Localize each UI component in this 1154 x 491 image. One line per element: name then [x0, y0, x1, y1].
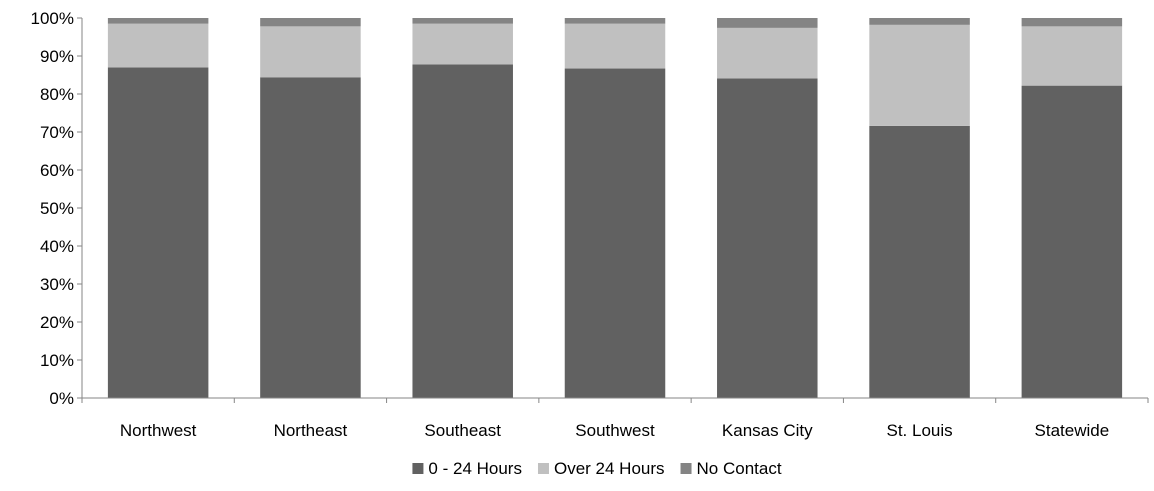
- bar-northwest-no-contact: [107, 18, 209, 24]
- legend-swatch: [680, 463, 692, 474]
- y-tick-label: 50%: [40, 199, 74, 218]
- x-category-label: Southwest: [575, 421, 655, 440]
- y-tick-label: 10%: [40, 351, 74, 370]
- y-tick-label: 0%: [49, 389, 74, 408]
- x-category-label: Kansas City: [722, 421, 813, 440]
- y-tick-label: 30%: [40, 275, 74, 294]
- y-tick-label: 40%: [40, 237, 74, 256]
- bar-st-louis-over-24-hours: [869, 24, 970, 126]
- y-tick-label: 60%: [40, 161, 74, 180]
- bar-kansas-city-0-24-hours: [717, 78, 818, 399]
- legend-swatch: [412, 463, 424, 474]
- y-tick-label: 20%: [40, 313, 74, 332]
- legend-swatch: [537, 463, 549, 474]
- bar-southwest-0-24-hours: [564, 68, 666, 398]
- bar-st-louis-0-24-hours: [869, 125, 970, 399]
- x-category-label: Southeast: [424, 421, 501, 440]
- legend-item-over-24-hours: Over 24 Hours: [537, 459, 665, 478]
- x-category-label: Statewide: [1035, 421, 1110, 440]
- legend-item-0-24-hours: 0 - 24 Hours: [412, 459, 522, 478]
- bars: [107, 18, 1123, 399]
- bar-statewide-no-contact: [1021, 18, 1123, 27]
- bar-northeast-no-contact: [260, 18, 361, 27]
- bar-northwest-0-24-hours: [107, 67, 209, 399]
- bar-northeast-over-24-hours: [260, 26, 361, 78]
- bar-southeast-over-24-hours: [412, 23, 513, 65]
- legend-label: Over 24 Hours: [554, 459, 665, 478]
- bar-kansas-city-over-24-hours: [717, 27, 818, 79]
- bar-statewide-over-24-hours: [1021, 26, 1123, 86]
- y-tick-label: 80%: [40, 85, 74, 104]
- bar-southeast-no-contact: [412, 18, 513, 24]
- legend-item-no-contact: No Contact: [680, 459, 782, 478]
- bar-northwest-over-24-hours: [107, 23, 209, 68]
- bar-southwest-no-contact: [564, 18, 666, 24]
- bar-statewide-0-24-hours: [1021, 85, 1123, 398]
- x-category-label: Northwest: [120, 421, 197, 440]
- legend-label: 0 - 24 Hours: [428, 459, 522, 478]
- bar-st-louis-no-contact: [869, 18, 970, 25]
- x-axis: Northwest Northeast Southeast Southwest Kans…: [81, 397, 1149, 440]
- y-axis: 0% 10% 20% 30% 40% 50% 60% 70% 80% 90% 100%: [31, 9, 83, 408]
- bar-northeast-0-24-hours: [260, 77, 361, 398]
- legend: 0 - 24 Hours Over 24 Hours No Contact: [412, 459, 782, 478]
- x-category-label: Northeast: [274, 421, 348, 440]
- legend-label: No Contact: [697, 459, 782, 478]
- y-tick-label: 90%: [40, 47, 74, 66]
- y-tick-label: 100%: [31, 9, 74, 28]
- y-tick-label: 70%: [40, 123, 74, 142]
- x-category-label: St. Louis: [886, 421, 952, 440]
- bar-southwest-over-24-hours: [564, 23, 666, 69]
- bar-kansas-city-no-contact: [717, 18, 818, 28]
- bar-southeast-0-24-hours: [412, 64, 513, 399]
